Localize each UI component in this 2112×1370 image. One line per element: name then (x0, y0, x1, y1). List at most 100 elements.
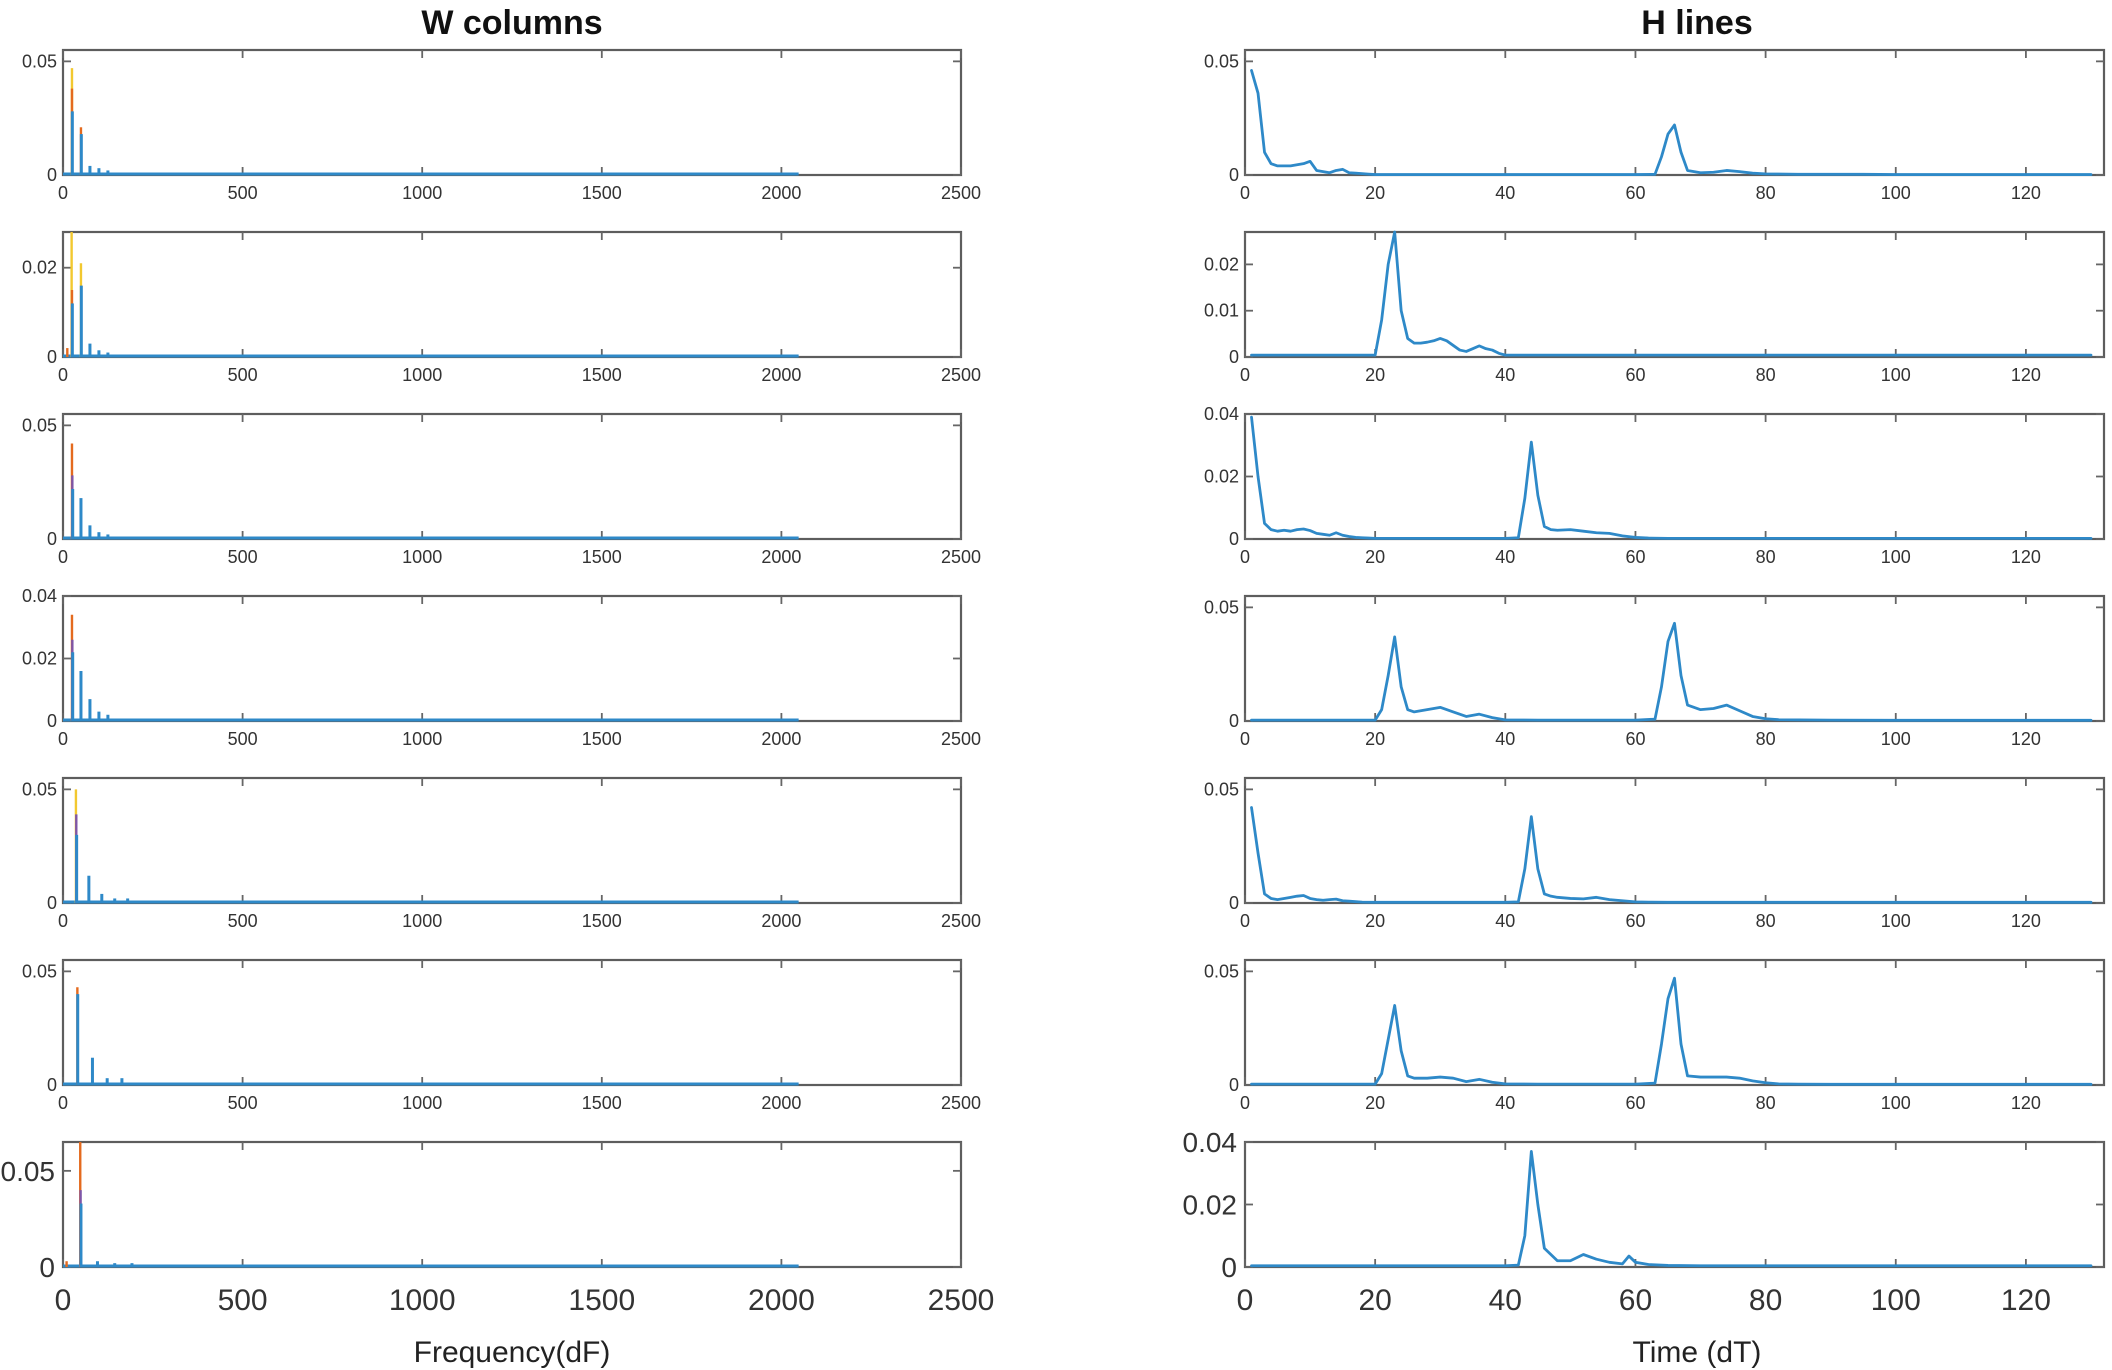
h-line-panel-6: 0 20 40 60 80 100 120 0 0.05 (1204, 958, 2106, 1113)
h-x-tick-label-2-6: 120 (2011, 365, 2041, 385)
w-columns-title: W columns (421, 4, 602, 42)
h-line-panel-7: 0 20 40 60 80 100 120 0 0.02 0.04 (1183, 1127, 2106, 1317)
h-series-line-7 (1250, 1149, 2093, 1268)
h-x-tick-label-2-2: 40 (1495, 365, 1515, 385)
h-x-tick-label-6-0: 0 (1240, 1093, 1250, 1113)
h-line-panel-2: 0 20 40 60 80 100 120 0 0.01 0.02 (1204, 230, 2106, 385)
h-axes-frame-6 (1243, 958, 2106, 1087)
h-x-tick-label-4-3: 60 (1625, 729, 1645, 749)
h-x-tick-label-2-4: 80 (1756, 365, 1776, 385)
w-x-tick-label-2-5: 2500 (941, 365, 981, 385)
w-x-tick-label-3-5: 2500 (941, 547, 981, 567)
h-x-tick-label-2-3: 60 (1625, 365, 1645, 385)
w-x-tick-label-3-2: 1000 (402, 547, 442, 567)
h-series-line-4 (1250, 621, 2093, 722)
h-x-tick-label-5-2: 40 (1495, 911, 1515, 931)
h-x-tick-label-6-4: 80 (1756, 1093, 1776, 1113)
h-axes-frame-1 (1243, 48, 2106, 177)
h-x-tick-label-3-2: 40 (1495, 547, 1515, 567)
h-y-tick-label-7-1: 0.02 (1183, 1190, 1238, 1221)
w-x-tick-label-5-3: 1500 (582, 911, 622, 931)
h-y-tick-label-7-2: 0.04 (1183, 1127, 1238, 1158)
w-columns-panels: 0 500 1000 1500 2000 2500 0 0.05 0 500 1000 1500 200… (1, 48, 994, 1317)
w-x-tick-label-3-4: 2000 (761, 547, 801, 567)
h-y-tick-label-3-0: 0 (1229, 529, 1239, 549)
w-x-tick-label-2-4: 2000 (761, 365, 801, 385)
w-y-tick-label-3-1: 0.05 (22, 415, 57, 435)
w-x-tick-label-1-3: 1500 (582, 183, 622, 203)
w-y-tick-label-7-1: 0.05 (1, 1156, 56, 1187)
h-y-tick-label-6-1: 0.05 (1204, 961, 1239, 981)
h-x-tick-label-4-5: 100 (1881, 729, 1911, 749)
w-column-panel-1: 0 500 1000 1500 2000 2500 0 0.05 (22, 48, 981, 203)
w-column-panel-3: 0 500 1000 1500 2000 2500 0 0.05 (22, 412, 981, 567)
h-x-tick-label-7-6: 120 (2001, 1284, 2051, 1317)
w-y-tick-label-5-0: 0 (47, 893, 57, 913)
h-axes-frame-2 (1243, 230, 2106, 359)
h-y-tick-label-5-1: 0.05 (1204, 779, 1239, 799)
h-series-line-5 (1250, 806, 2093, 904)
h-x-tick-label-6-5: 100 (1881, 1093, 1911, 1113)
w-column-panel-2: 0 500 1000 1500 2000 2500 0 0.02 (22, 230, 981, 385)
w-x-tick-label-3-3: 1500 (582, 547, 622, 567)
h-x-tick-label-1-1: 20 (1365, 183, 1385, 203)
w-x-tick-label-6-4: 2000 (761, 1093, 801, 1113)
h-series-line-6 (1250, 976, 2093, 1086)
w-x-tick-label-7-1: 500 (218, 1284, 268, 1317)
h-x-tick-label-5-6: 120 (2011, 911, 2041, 931)
w-y-tick-label-5-1: 0.05 (22, 779, 57, 799)
h-x-tick-label-4-0: 0 (1240, 729, 1250, 749)
w-x-tick-label-1-4: 2000 (761, 183, 801, 203)
h-x-tick-label-6-3: 60 (1625, 1093, 1645, 1113)
w-x-tick-label-6-1: 500 (228, 1093, 258, 1113)
w-x-tick-label-2-1: 500 (228, 365, 258, 385)
h-y-tick-label-3-1: 0.02 (1204, 467, 1239, 487)
h-x-tick-label-5-5: 100 (1881, 911, 1911, 931)
h-x-tick-label-3-3: 60 (1625, 547, 1645, 567)
h-x-tick-label-2-0: 0 (1240, 365, 1250, 385)
h-y-tick-label-4-1: 0.05 (1204, 597, 1239, 617)
h-x-tick-label-3-5: 100 (1881, 547, 1911, 567)
w-x-tick-label-6-0: 0 (58, 1093, 68, 1113)
w-x-tick-label-4-5: 2500 (941, 729, 981, 749)
w-x-tick-label-7-0: 0 (55, 1284, 72, 1317)
w-x-tick-label-5-1: 500 (228, 911, 258, 931)
h-line-panel-1: 0 20 40 60 80 100 120 0 0.05 (1204, 48, 2106, 203)
w-y-tick-label-2-1: 0.02 (22, 258, 57, 278)
h-y-tick-label-3-2: 0.04 (1204, 404, 1239, 424)
h-x-tick-label-7-2: 40 (1489, 1284, 1522, 1317)
h-line-panel-3: 0 20 40 60 80 100 120 0 0.02 0.04 (1204, 404, 2106, 567)
w-x-tick-label-7-4: 2000 (748, 1284, 815, 1317)
w-y-tick-label-4-1: 0.02 (22, 649, 57, 669)
w-x-tick-label-6-5: 2500 (941, 1093, 981, 1113)
h-y-tick-label-1-0: 0 (1229, 165, 1239, 185)
w-column-panel-5: 0 500 1000 1500 2000 2500 0 0.05 (22, 776, 981, 931)
w-x-tick-label-3-0: 0 (58, 547, 68, 567)
h-y-tick-label-4-0: 0 (1229, 711, 1239, 731)
h-x-tick-label-3-1: 20 (1365, 547, 1385, 567)
w-x-tick-label-1-1: 500 (228, 183, 258, 203)
w-column-panel-7: 0 500 1000 1500 2000 2500 0 0.05 (1, 1140, 994, 1317)
w-y-tick-label-1-1: 0.05 (22, 51, 57, 71)
time-axis-label: Time (dT) (1633, 1336, 1762, 1369)
h-x-tick-label-3-4: 80 (1756, 547, 1776, 567)
w-x-tick-label-3-1: 500 (228, 547, 258, 567)
h-x-tick-label-7-3: 60 (1619, 1284, 1652, 1317)
w-x-tick-label-1-2: 1000 (402, 183, 442, 203)
w-y-tick-label-3-0: 0 (47, 529, 57, 549)
h-x-tick-label-1-4: 80 (1756, 183, 1776, 203)
w-x-tick-label-7-3: 1500 (568, 1284, 635, 1317)
h-x-tick-label-7-5: 100 (1871, 1284, 1921, 1317)
w-x-tick-label-5-0: 0 (58, 911, 68, 931)
h-x-tick-label-2-5: 100 (1881, 365, 1911, 385)
w-column-panel-6: 0 500 1000 1500 2000 2500 0 0.05 (22, 958, 981, 1113)
w-y-tick-label-7-0: 0 (39, 1252, 55, 1283)
h-x-tick-label-4-1: 20 (1365, 729, 1385, 749)
h-x-tick-label-1-6: 120 (2011, 183, 2041, 203)
w-y-tick-label-4-2: 0.04 (22, 586, 57, 606)
w-x-tick-label-2-3: 1500 (582, 365, 622, 385)
w-x-tick-label-6-2: 1000 (402, 1093, 442, 1113)
w-x-tick-label-5-4: 2000 (761, 911, 801, 931)
